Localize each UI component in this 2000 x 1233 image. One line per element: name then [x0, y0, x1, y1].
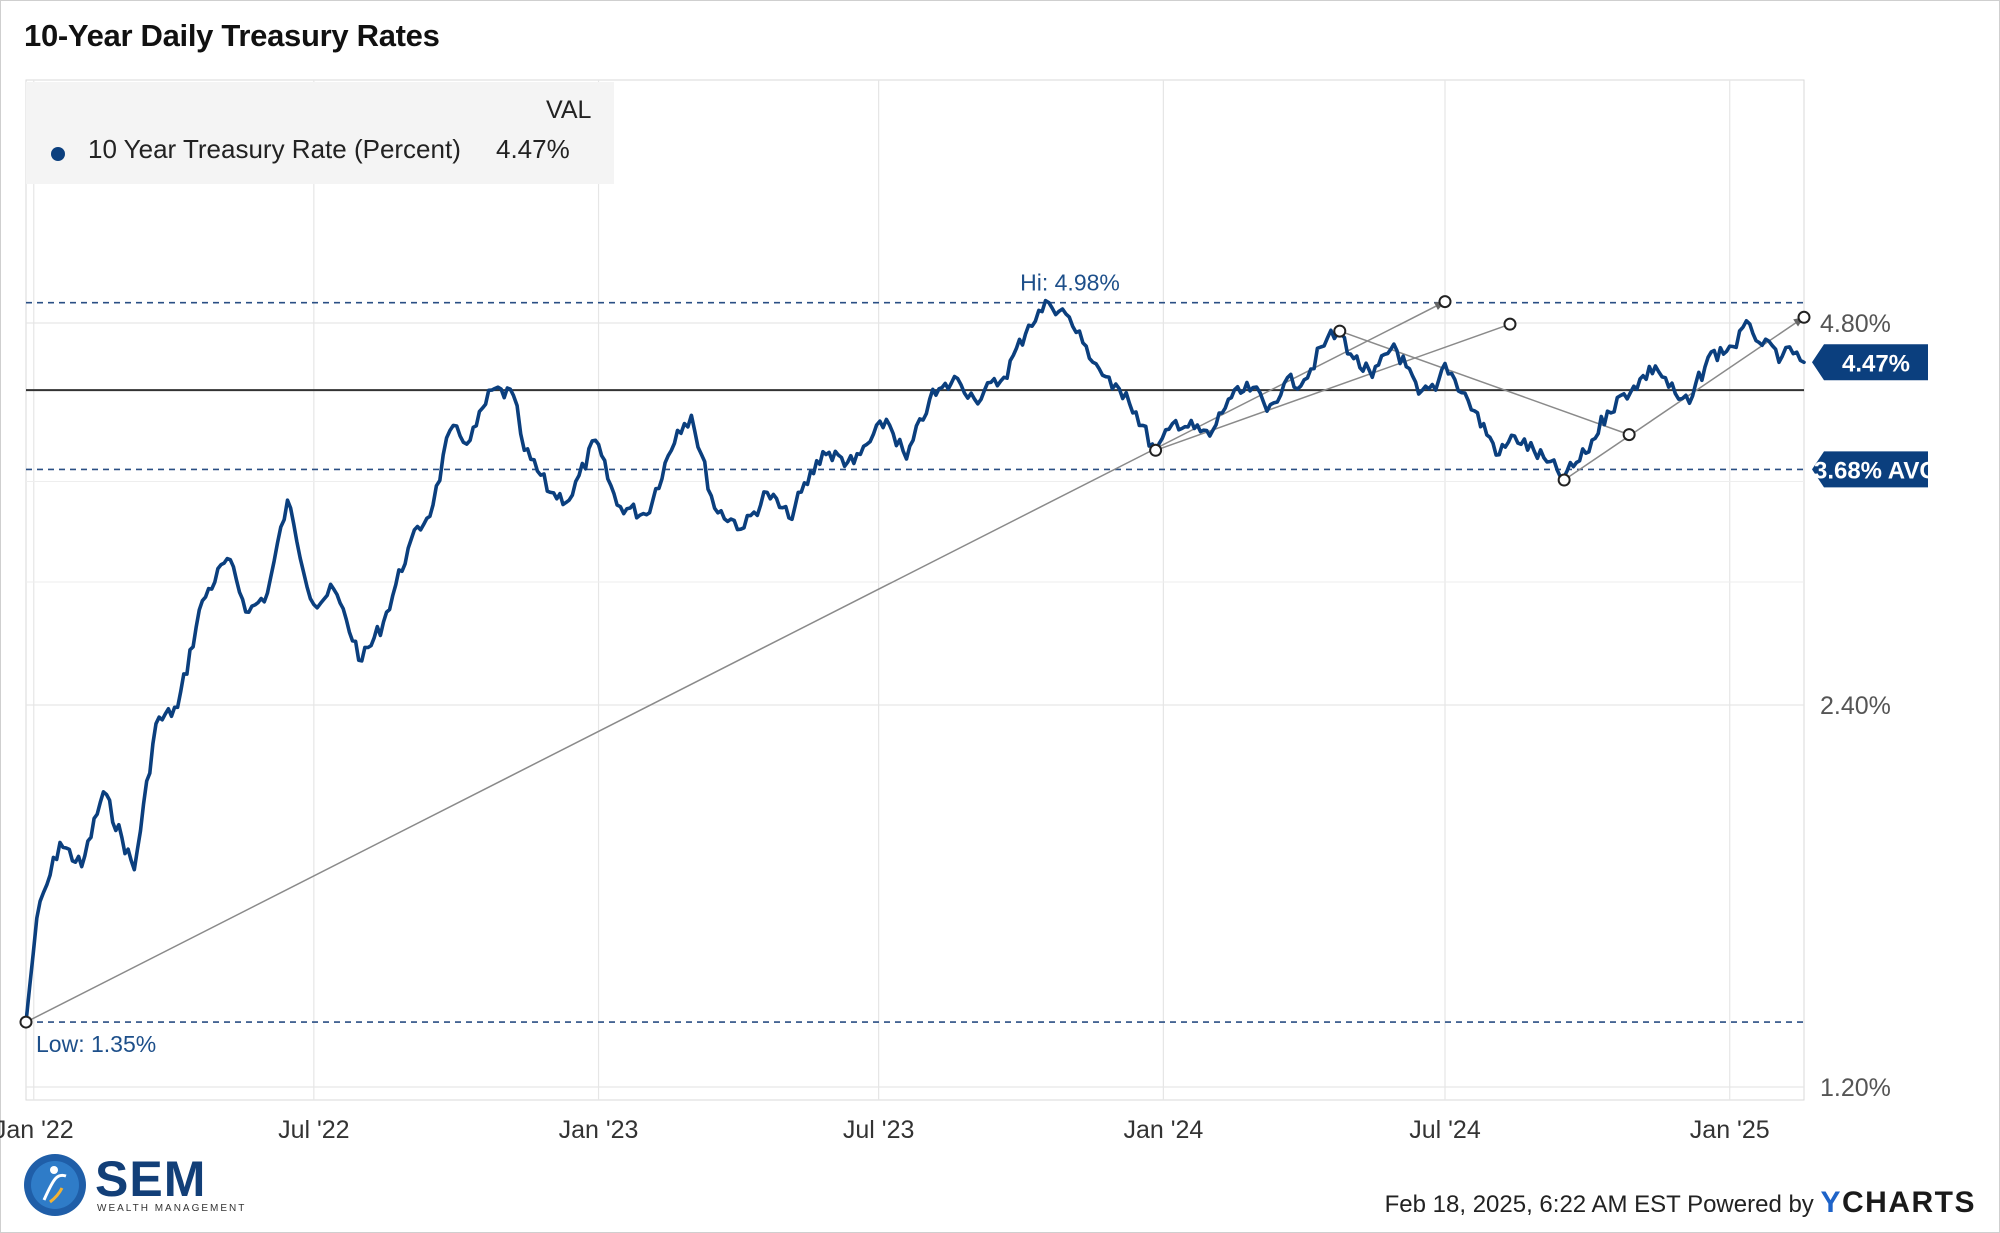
trend-line [25, 300, 1446, 1023]
legend-series-name[interactable]: 10 Year Treasury Rate (Percent) [88, 134, 461, 164]
trend-line [1339, 330, 1630, 436]
average-value-tag: 3.68% AVG [1814, 457, 1938, 484]
trend-anchor-point [1622, 428, 1636, 442]
series-line-10y-treasury [24, 298, 1806, 1024]
x-tick-label: Jan '23 [559, 1116, 639, 1144]
y-tick-label: 4.80% [1820, 310, 1891, 338]
average-value-tag-bg [1812, 451, 1928, 488]
legend-header: VAL [546, 96, 592, 124]
x-tick-label: Jan '24 [1123, 1116, 1203, 1144]
legend-series-value: 4.47% [496, 134, 570, 164]
trend-anchor-point [19, 1015, 33, 1029]
footer-powered-by: Powered by [1687, 1191, 1814, 1218]
trend-anchor-point [1333, 324, 1347, 338]
logo-wordmark: SEM [95, 1151, 207, 1207]
logo-subtitle: WEALTH MANAGEMENT [97, 1203, 247, 1214]
legend-series-marker [51, 147, 65, 161]
trend-anchor-point [1503, 317, 1517, 331]
trend-anchor-point [1557, 473, 1571, 487]
trend-anchor-point [1438, 295, 1452, 309]
sem-logo-icon [24, 1154, 86, 1216]
x-tick-label: Jul '24 [1409, 1116, 1481, 1144]
trend-anchor-point [1149, 443, 1163, 457]
x-tick-label: Jan '22 [0, 1116, 74, 1144]
y-tick-label: 1.20% [1820, 1074, 1891, 1102]
x-tick-label: Jul '22 [278, 1116, 349, 1144]
current-value-tag: 4.47% [1842, 350, 1910, 377]
low-label: Low: 1.35% [36, 1031, 156, 1057]
footer-stamp: Feb 18, 2025, 6:22 AM EST Powered by YCH… [1385, 1186, 1976, 1220]
current-value-tag-bg [1812, 344, 1928, 381]
ycharts-brand[interactable]: YCHARTS [1820, 1186, 1976, 1219]
y-tick-label: 2.40% [1820, 692, 1891, 720]
high-label: Hi: 4.98% [1020, 270, 1120, 296]
legend: VAL 10 Year Treasury Rate (Percent) 4.47… [26, 82, 614, 184]
footer-timestamp: Feb 18, 2025, 6:22 AM EST [1384, 1191, 1681, 1218]
plot-area [25, 79, 1805, 1101]
x-tick-label: Jul '23 [843, 1116, 914, 1144]
chart-title: 10-Year Daily Treasury Rates [24, 18, 440, 53]
x-tick-label: Jan '25 [1690, 1116, 1770, 1144]
trend-anchor-point [1797, 310, 1811, 324]
